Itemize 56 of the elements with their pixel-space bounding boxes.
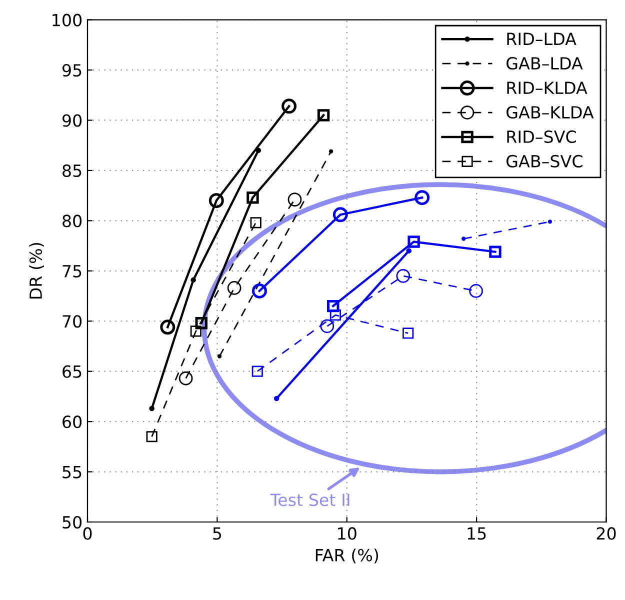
y-tick-label: 65	[62, 365, 82, 378]
y-tick-label: 100	[52, 14, 82, 26]
point	[252, 366, 263, 377]
point	[274, 396, 280, 402]
point	[160, 320, 176, 335]
y-tick-label: 50	[62, 516, 82, 529]
point	[328, 149, 334, 154]
point	[548, 220, 552, 224]
y-tick-label: 95	[62, 64, 82, 77]
point	[332, 207, 348, 222]
legend-label: GAB–SVC	[506, 154, 582, 168]
x-tick-label: 20	[596, 527, 616, 540]
point	[462, 236, 466, 241]
legend-label: RID–LDA	[507, 32, 576, 45]
point	[282, 98, 297, 114]
legend-label: GAB–LDA	[506, 57, 583, 70]
point	[178, 371, 193, 386]
x-tick-label: 10	[338, 527, 356, 540]
x-tick-label: 5	[213, 527, 222, 540]
y-tick-label: 90	[62, 114, 82, 127]
y-tick-label: 80	[62, 214, 82, 228]
point	[469, 284, 483, 298]
point	[402, 328, 414, 339]
y-tick-label: 75	[62, 265, 82, 278]
point	[252, 283, 267, 298]
point	[396, 268, 410, 283]
point	[246, 191, 259, 204]
y-tick-label: 70	[62, 315, 82, 328]
point	[288, 192, 302, 207]
y-tick-label: 60	[62, 416, 82, 428]
annotation: Test Set II	[270, 494, 350, 506]
y-tick-label: 85	[62, 164, 82, 178]
y-tick-label: 55	[62, 466, 82, 478]
x-tick-label: 15	[468, 527, 486, 540]
y-axis-title: DR (%)	[29, 243, 44, 299]
point	[327, 300, 340, 312]
point	[217, 354, 222, 358]
point	[227, 281, 242, 295]
point	[250, 217, 262, 228]
point	[146, 431, 158, 442]
point	[406, 248, 412, 254]
point	[317, 109, 330, 122]
legend-label: RID–SVC	[507, 130, 576, 144]
point	[414, 190, 430, 206]
point	[195, 317, 208, 330]
legend-label: RID–KLDA	[507, 82, 588, 94]
point	[489, 246, 502, 258]
point	[149, 406, 154, 412]
x-tick-label: 0	[83, 527, 92, 540]
point	[320, 319, 334, 334]
point	[208, 193, 224, 208]
legend-label: GAB–KLDA	[506, 106, 594, 119]
point	[190, 277, 196, 283]
x-axis-title: FAR (%)	[316, 548, 378, 564]
point	[408, 236, 420, 248]
point	[256, 148, 262, 154]
